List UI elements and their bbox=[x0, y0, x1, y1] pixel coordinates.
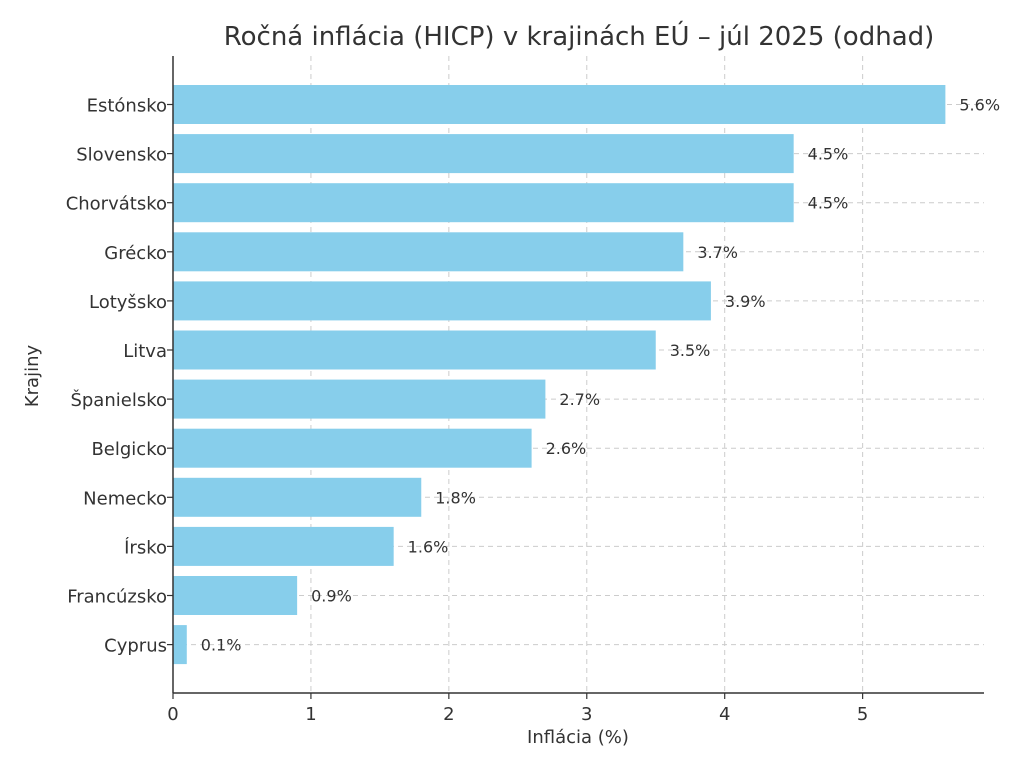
y-tick-label: Cyprus bbox=[104, 636, 167, 657]
y-tick-label: Lotyšsko bbox=[89, 292, 167, 313]
y-tick-label: Grécko bbox=[104, 243, 167, 264]
x-tick-label: 1 bbox=[305, 704, 316, 725]
data-labels: 5.6% 4.5% 4.5% 3.7% 3.9% 3.5% 2.7% 2.6% 1.8% 1.6%… bbox=[201, 96, 1000, 655]
bar bbox=[173, 85, 946, 124]
y-tick-label: Francúzsko bbox=[67, 587, 167, 608]
bar-value-label: 3.7% bbox=[697, 243, 738, 262]
chart-title: Ročná inflácia (HICP) v krajinách EÚ – j… bbox=[224, 20, 935, 52]
bar bbox=[173, 134, 794, 174]
x-tick-label: 3 bbox=[581, 704, 592, 725]
y-tick-label: Litva bbox=[123, 341, 167, 362]
bar-value-label: 2.7% bbox=[559, 390, 600, 409]
y-tick-label: Slovensko bbox=[76, 145, 167, 166]
bar bbox=[173, 281, 711, 321]
y-tick-label: Španielsko bbox=[70, 389, 167, 411]
bar-value-label: 3.9% bbox=[725, 292, 766, 311]
y-tick-label: Estónsko bbox=[87, 96, 167, 117]
bar bbox=[173, 428, 532, 468]
x-tick-label: 4 bbox=[719, 704, 730, 725]
y-axis-label: Krajiny bbox=[22, 345, 43, 408]
bar-value-label: 4.5% bbox=[808, 194, 849, 213]
bar bbox=[173, 232, 684, 272]
bar bbox=[173, 330, 656, 370]
bar bbox=[173, 625, 187, 665]
y-tick-labels: Estónsko Slovensko Chorvátsko Grécko Lotyšsk… bbox=[66, 96, 173, 657]
bar-value-label: 2.6% bbox=[546, 439, 587, 458]
bar-value-label: 1.6% bbox=[408, 537, 449, 556]
bars bbox=[173, 85, 946, 665]
bar-value-label: 5.6% bbox=[959, 96, 1000, 115]
bar-value-label: 4.5% bbox=[808, 145, 849, 164]
y-tick-label: Nemecko bbox=[83, 488, 167, 509]
x-tick-label: 2 bbox=[443, 704, 454, 725]
x-tick-label: 5 bbox=[857, 704, 868, 725]
y-tick-label: Belgicko bbox=[91, 439, 167, 460]
x-tick-label: 0 bbox=[167, 704, 178, 725]
bar-value-label: 0.1% bbox=[201, 636, 242, 655]
bar bbox=[173, 183, 794, 223]
bar bbox=[173, 477, 422, 517]
y-tick-label: Írsko bbox=[124, 536, 167, 558]
bar bbox=[173, 379, 546, 419]
x-axis-label: Inflácia (%) bbox=[527, 727, 629, 748]
x-tick-labels: 0 1 2 3 4 5 bbox=[167, 693, 868, 725]
y-tick-label: Chorvátsko bbox=[66, 194, 167, 215]
bar-value-label: 3.5% bbox=[670, 341, 711, 360]
bar bbox=[173, 526, 394, 566]
bar bbox=[173, 576, 298, 615]
bar-value-label: 0.9% bbox=[311, 587, 352, 606]
bar-value-label: 1.8% bbox=[435, 488, 476, 507]
